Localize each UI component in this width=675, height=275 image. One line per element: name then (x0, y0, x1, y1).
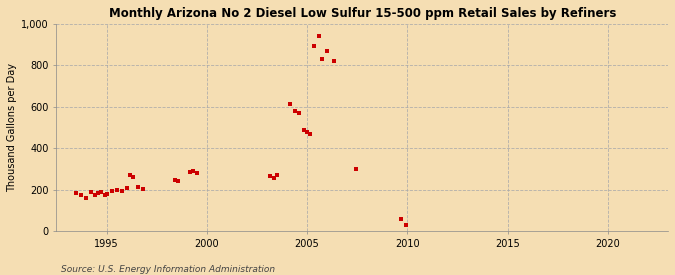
Point (128, 175, 138, 180)
Point (271, 173, 282, 177)
Point (396, 216, 406, 221)
Point (322, 49, 333, 53)
Point (293, 111, 304, 115)
Point (302, 130, 313, 134)
Point (308, 43, 319, 48)
Point (350, 167, 361, 171)
Point (400, 223, 411, 227)
Point (298, 127, 309, 132)
Point (285, 101, 296, 106)
Point (265, 174, 276, 178)
Point (138, 186, 148, 191)
Point (268, 176, 279, 180)
Point (116, 189, 127, 193)
Point (125, 173, 136, 177)
Point (71, 191, 82, 195)
Point (106, 189, 117, 193)
Point (305, 131, 316, 136)
Point (173, 179, 184, 184)
Point (101, 192, 112, 196)
Point (317, 57, 327, 61)
Text: Source: U.S. Energy Information Administration: Source: U.S. Energy Information Administ… (61, 265, 275, 274)
Point (92, 191, 103, 195)
Point (191, 171, 202, 175)
Point (99, 193, 110, 197)
Point (96, 189, 107, 194)
Point (133, 185, 144, 189)
Point (169, 178, 180, 183)
Point (90, 193, 101, 197)
Point (76, 193, 87, 197)
Point (290, 109, 301, 113)
Point (86, 189, 97, 194)
Point (81, 196, 92, 200)
Y-axis label: Thousand Gallons per Day: Thousand Gallons per Day (7, 63, 17, 192)
Point (185, 170, 196, 174)
Point (328, 59, 339, 64)
Point (313, 34, 324, 39)
Point (111, 188, 122, 192)
Point (122, 185, 132, 190)
Point (188, 169, 198, 173)
Title: Monthly Arizona No 2 Diesel Low Sulfur 15-500 ppm Retail Sales by Refiners: Monthly Arizona No 2 Diesel Low Sulfur 1… (109, 7, 616, 20)
